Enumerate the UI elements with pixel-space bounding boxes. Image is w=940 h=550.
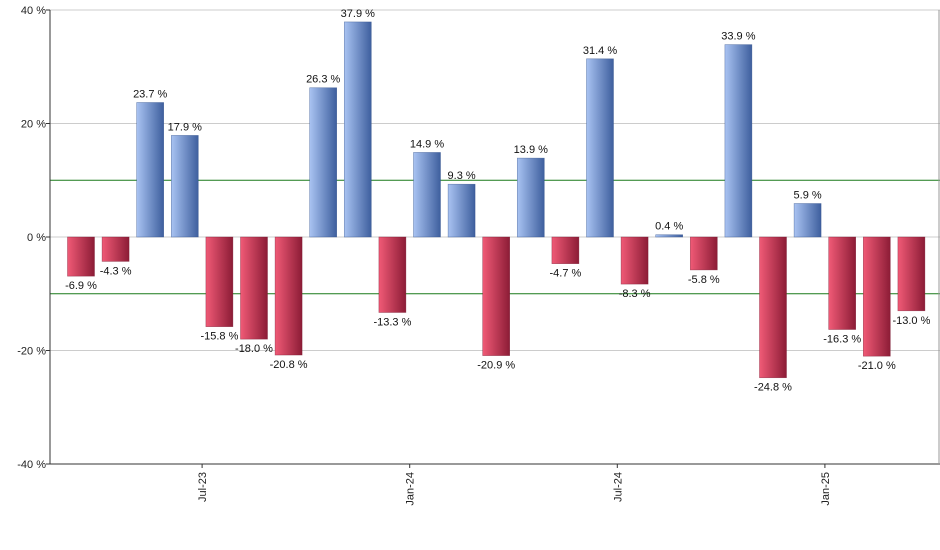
bar-value-label: -13.0 % xyxy=(892,315,930,327)
bar xyxy=(517,158,545,237)
bar xyxy=(482,237,510,356)
bar-value-label: -24.8 % xyxy=(754,382,792,394)
bar-value-label: -4.3 % xyxy=(100,265,132,277)
bar xyxy=(724,44,752,238)
y-tick-label: 40 % xyxy=(21,5,46,17)
bar-value-label: 17.9 % xyxy=(168,121,202,133)
bar xyxy=(863,237,891,357)
bar-value-label: 9.3 % xyxy=(448,170,476,182)
bar-value-label: 0.4 % xyxy=(655,221,683,233)
bar-value-label: -20.8 % xyxy=(270,359,308,371)
bar-outline xyxy=(655,234,684,238)
bar-value-label: -6.9 % xyxy=(65,280,97,292)
bar-value-label: 37.9 % xyxy=(341,8,375,20)
bar-outline xyxy=(482,236,511,356)
bar-value-label: 5.9 % xyxy=(794,190,822,202)
bar-outline xyxy=(101,236,130,262)
bar xyxy=(448,184,476,237)
bar-outline xyxy=(309,87,338,238)
bar xyxy=(690,237,718,270)
bar-outline xyxy=(378,236,407,313)
bar-value-label: -13.3 % xyxy=(373,316,411,328)
bar-value-label: -15.8 % xyxy=(200,331,238,343)
bar-value-label: 13.9 % xyxy=(514,144,548,156)
bar-value-label: 14.9 % xyxy=(410,138,444,150)
bar-outline xyxy=(724,44,753,238)
bar xyxy=(759,237,787,378)
bar-outline xyxy=(136,102,164,238)
bar xyxy=(828,237,856,330)
y-tick-label: -20 % xyxy=(17,346,46,358)
bar xyxy=(586,58,614,238)
bar xyxy=(551,237,579,264)
x-tick-label: Jul-24 xyxy=(612,472,624,502)
bar-outline xyxy=(516,157,545,238)
bar xyxy=(136,102,164,237)
bar xyxy=(171,135,199,237)
bar xyxy=(67,237,95,277)
bar-value-label: 26.3 % xyxy=(306,74,340,86)
bar-outline xyxy=(67,236,95,277)
bar xyxy=(102,237,130,262)
bar-outline xyxy=(586,58,614,238)
x-tick-label: Jan-25 xyxy=(820,472,832,506)
bar-value-label: 31.4 % xyxy=(583,45,617,57)
bar xyxy=(309,87,337,237)
bar-outline xyxy=(171,135,199,238)
bar-value-label: -16.3 % xyxy=(823,334,861,346)
bar xyxy=(240,237,268,340)
bar xyxy=(621,237,649,285)
bar xyxy=(413,152,441,237)
bar-value-label: 23.7 % xyxy=(133,89,167,101)
y-tick-label: -40 % xyxy=(17,459,46,471)
bar-outline xyxy=(897,236,926,312)
bar-value-label: -8.3 % xyxy=(619,288,651,300)
bars xyxy=(67,21,926,379)
axes: 40 % 20 % 0 % -20 % -40 % Jul-23 Jan-24 Jul-24 J… xyxy=(17,5,940,506)
bar xyxy=(655,234,683,237)
bar-value-label: -18.0 % xyxy=(235,343,273,355)
bar-outline xyxy=(447,183,476,238)
bar-outline xyxy=(205,236,234,327)
bar-value-label: -20.9 % xyxy=(477,360,515,372)
bar-value-label: -5.8 % xyxy=(688,274,720,286)
bar-outline xyxy=(862,236,891,357)
bar-outline xyxy=(620,236,649,285)
bar-outline xyxy=(759,236,787,379)
bar xyxy=(275,237,303,356)
bar xyxy=(344,21,372,238)
bar-value-label: -21.0 % xyxy=(858,360,896,372)
bar-outline xyxy=(551,236,580,264)
bar-outline xyxy=(828,236,857,330)
bar-outline xyxy=(413,152,441,238)
bar-outline xyxy=(240,236,268,340)
bar-outline xyxy=(274,236,303,356)
bar xyxy=(794,203,822,237)
x-tick-label: Jan-24 xyxy=(405,472,417,506)
bar-value-label: 33.9 % xyxy=(721,31,755,43)
bar xyxy=(205,237,233,327)
bar-outline xyxy=(343,21,372,238)
bar-value-label: -4.7 % xyxy=(550,268,582,280)
y-tick-label: 0 % xyxy=(27,232,46,244)
bar-outline xyxy=(793,203,822,238)
bar-value-labels: -6.9 %-4.3 % 23.7 % 17.9 % -15.8 %-18.0 % -2… xyxy=(65,8,930,394)
bar xyxy=(378,237,406,313)
bar xyxy=(897,237,925,311)
x-tick-label: Jul-23 xyxy=(197,472,209,502)
y-tick-label: 20 % xyxy=(21,119,46,131)
bar-outline xyxy=(689,236,718,271)
